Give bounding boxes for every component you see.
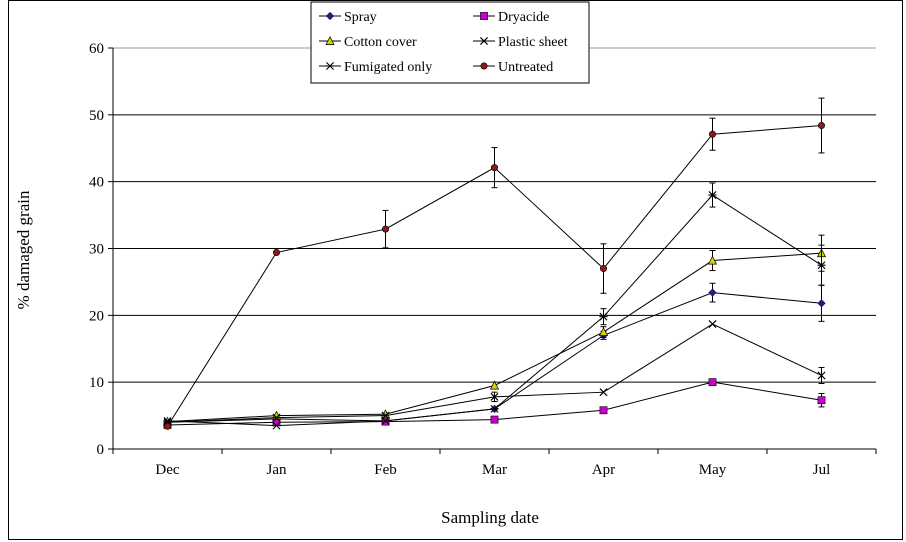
legend-item: Cotton cover — [319, 35, 417, 50]
legend: Spray Dryacide Cotton cover Plastic sheet Fu… — [310, 1, 590, 84]
data-point — [708, 191, 717, 200]
series-spray — [163, 282, 826, 427]
data-point — [817, 261, 826, 270]
x-axis-title: Sampling date — [441, 508, 539, 527]
data-point — [708, 319, 717, 329]
y-tick-label: 40 — [89, 175, 104, 191]
y-tick-label: 10 — [89, 375, 104, 391]
data-point — [381, 416, 390, 425]
data-point — [272, 421, 281, 430]
marker-stroke — [272, 413, 281, 422]
data-point — [817, 371, 826, 380]
legend-item: Plastic sheet — [473, 35, 568, 50]
data-point — [490, 404, 499, 413]
series-line — [167, 292, 822, 423]
legend-label: Plastic sheet — [498, 35, 568, 50]
data-point — [272, 249, 280, 257]
legend-box — [310, 1, 590, 84]
data-point — [708, 288, 717, 297]
x-tick-label: Jul — [813, 462, 831, 478]
data-point — [707, 255, 718, 265]
y-tick-label: 20 — [89, 308, 104, 324]
data-point — [598, 327, 609, 336]
y-tick-label: 30 — [89, 242, 104, 258]
data-point — [708, 378, 717, 387]
data-point — [599, 265, 607, 273]
data-point — [708, 130, 716, 138]
legend-marker — [480, 12, 488, 20]
marker-stroke — [479, 36, 489, 46]
x-tick-label: Dec — [155, 462, 179, 478]
data-point — [817, 396, 826, 405]
data-point — [490, 164, 498, 172]
marker-stroke — [708, 319, 717, 329]
data-point — [381, 225, 389, 233]
marker-stroke — [817, 371, 826, 380]
data-point — [272, 413, 281, 422]
legend-marker — [479, 36, 489, 46]
legend-item: Spray — [319, 10, 377, 25]
legend-label: Cotton cover — [344, 35, 417, 50]
data-point — [817, 299, 826, 308]
legend-label: Untreated — [498, 60, 553, 75]
y-tick-label: 50 — [89, 108, 104, 124]
legend-label: Fumigated only — [344, 60, 432, 75]
y-tick-label: 0 — [97, 442, 105, 458]
x-tick-label: Apr — [592, 462, 615, 478]
series-line — [167, 194, 822, 427]
y-axis-title: % damaged grain — [14, 190, 33, 309]
legend-marker — [325, 36, 335, 45]
data-point — [599, 388, 608, 397]
axes — [108, 47, 877, 454]
series-lines — [162, 97, 827, 430]
legend-marker — [325, 62, 335, 70]
gridlines — [113, 47, 876, 383]
data-point — [489, 380, 500, 390]
data-point — [599, 312, 608, 321]
series-fumigated-only — [163, 182, 826, 430]
legend-item: Dryacide — [473, 10, 549, 25]
legend-marker — [480, 62, 488, 70]
series-plastic-sheet — [163, 319, 826, 427]
legend-label: Dryacide — [498, 10, 549, 25]
series-untreated — [164, 97, 825, 430]
data-point — [599, 406, 608, 415]
x-tick-label: Mar — [482, 462, 507, 478]
data-point — [817, 122, 825, 130]
data-point — [490, 392, 499, 401]
x-tick-label: Jan — [267, 462, 287, 478]
legend-label: Spray — [344, 10, 377, 25]
legend-marker — [325, 11, 335, 21]
x-tick-label: May — [699, 462, 727, 478]
legend-item: Untreated — [473, 60, 553, 75]
marker-stroke — [490, 392, 499, 401]
legend-item: Fumigated only — [319, 60, 432, 75]
marker-stroke — [599, 388, 608, 397]
chart-frame — [8, 0, 903, 540]
x-tick-label: Feb — [374, 462, 397, 478]
tick-labels: 0 10 20 30 40 50 60 Dec Jan Feb Mar Apr May Jul — [89, 41, 830, 478]
data-point — [490, 415, 499, 424]
y-tick-label: 60 — [89, 41, 104, 57]
data-point — [164, 422, 172, 430]
